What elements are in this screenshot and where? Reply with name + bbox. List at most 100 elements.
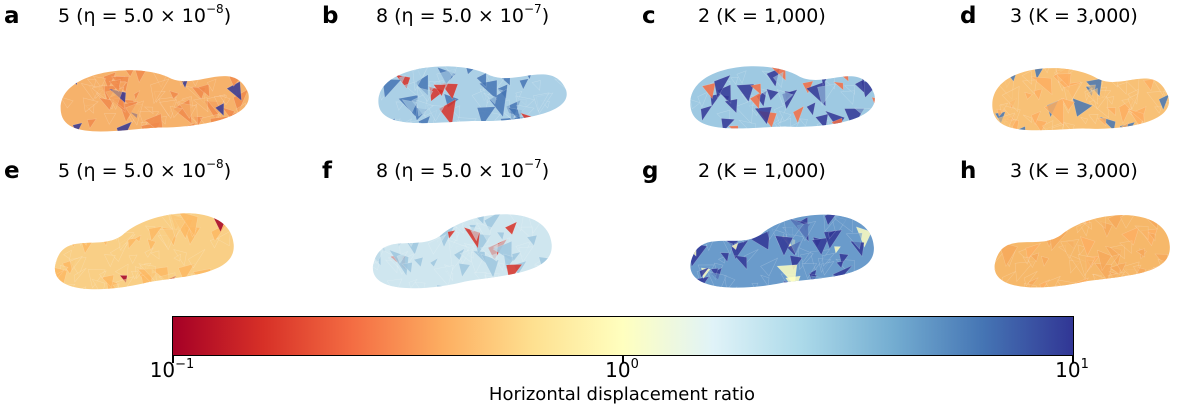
mesh-triangle (69, 255, 84, 271)
mesh-triangle (811, 58, 829, 77)
mesh-triangle (1119, 240, 1133, 254)
panel-letter: e (4, 158, 20, 184)
mesh-triangle (483, 276, 500, 293)
mesh-triangle (991, 282, 1006, 291)
mesh-triangle (1040, 255, 1050, 267)
mesh-triangle (128, 254, 138, 265)
mesh-triangle (1031, 216, 1040, 226)
mesh-triangle (71, 286, 87, 294)
mesh-triangle (221, 106, 236, 119)
mesh-triangle (700, 105, 713, 122)
mesh-triangle (63, 249, 72, 260)
mesh-triangle (401, 262, 413, 274)
mesh-triangle (817, 126, 838, 139)
mesh-triangle (458, 263, 471, 278)
mesh-triangle (699, 266, 710, 279)
colorbar-tick (622, 356, 624, 363)
mesh-triangle (112, 283, 120, 291)
mesh-triangle (776, 264, 798, 286)
mesh-triangle (396, 250, 409, 264)
mesh-triangle (526, 234, 538, 247)
mesh-triangle (1024, 91, 1033, 100)
mesh-triangle (483, 275, 500, 293)
mesh-triangle (480, 253, 499, 279)
panel-letter: d (960, 3, 977, 29)
mesh-triangle (832, 81, 844, 91)
mesh-triangle (427, 233, 447, 255)
mesh-triangle (1014, 261, 1035, 282)
mesh-triangle (92, 220, 101, 230)
mesh-triangle (562, 108, 569, 128)
mesh-triangle (227, 60, 236, 71)
mesh-triangle (413, 256, 424, 268)
mesh-triangle (447, 119, 461, 134)
mesh-triangle (991, 264, 996, 284)
mesh-triangle (547, 110, 564, 131)
mesh-triangle (192, 278, 210, 294)
mesh-triangle (745, 221, 756, 233)
mesh-triangle (1106, 96, 1115, 105)
mesh-triangle (519, 78, 529, 90)
mesh-triangle (198, 275, 212, 290)
mesh-triangle (863, 274, 874, 284)
mesh-triangle (1158, 272, 1173, 288)
mesh-triangle (735, 83, 755, 103)
mesh-triangle (697, 91, 709, 108)
mesh-triangle (1124, 123, 1140, 141)
mesh-triangle (500, 116, 520, 134)
mesh-triangle (479, 243, 498, 262)
colorbar-tick (1072, 356, 1074, 363)
mesh-triangle (60, 96, 74, 109)
mesh-triangle (401, 99, 418, 114)
mesh-triangle (413, 223, 430, 242)
mesh-triangle (1127, 92, 1139, 110)
mesh-triangle (133, 90, 141, 101)
mesh-triangle (1083, 222, 1092, 230)
mesh-triangle (465, 210, 475, 222)
mesh-triangle (750, 230, 770, 251)
mesh-triangle (114, 263, 129, 279)
mesh-triangle (732, 219, 749, 237)
mesh-triangle (1077, 254, 1096, 277)
mesh-triangle (125, 100, 144, 126)
mesh-triangle (429, 257, 439, 268)
mesh-triangle (776, 89, 794, 105)
mesh-triangle (210, 272, 223, 289)
mesh-triangle (991, 282, 1005, 291)
mesh-triangle (85, 215, 93, 223)
mesh-triangle (725, 286, 738, 291)
mesh-triangle (131, 270, 139, 280)
mesh-triangle (835, 260, 844, 269)
colorbar-label: Horizontal displacement ratio (488, 384, 756, 405)
mesh-triangle (398, 74, 406, 85)
mesh-triangle (91, 84, 106, 100)
mesh-triangle (736, 70, 747, 84)
mesh-triangle (73, 267, 87, 283)
mesh-triangle (771, 126, 781, 139)
mesh-triangle (401, 225, 417, 245)
panel-title: 2 (K = 1,000) (698, 160, 826, 182)
mesh-triangle (80, 133, 92, 144)
mesh-triangle (143, 106, 154, 115)
mesh-triangle (1021, 70, 1033, 85)
mesh-triangle (1124, 71, 1133, 79)
mesh-triangle (857, 57, 869, 68)
mesh-triangle (209, 282, 224, 294)
mesh-triangle (433, 265, 454, 287)
mesh-shape (688, 211, 874, 291)
mesh-triangle (410, 122, 421, 134)
mesh-triangle (144, 247, 154, 258)
mesh-triangle (455, 285, 466, 293)
mesh-triangle (56, 283, 76, 294)
mesh-triangle (1000, 221, 1011, 233)
mesh-triangle (696, 286, 716, 291)
mesh-triangle (717, 256, 726, 264)
mesh-triangle (1159, 265, 1167, 273)
mesh-triangle (153, 280, 165, 294)
mesh-triangle (1004, 132, 1021, 141)
mesh-triangle (713, 74, 731, 99)
mesh-triangle (861, 267, 870, 276)
mesh-triangle (134, 234, 142, 243)
mesh-triangle (97, 227, 109, 238)
mesh-triangle (476, 72, 487, 88)
